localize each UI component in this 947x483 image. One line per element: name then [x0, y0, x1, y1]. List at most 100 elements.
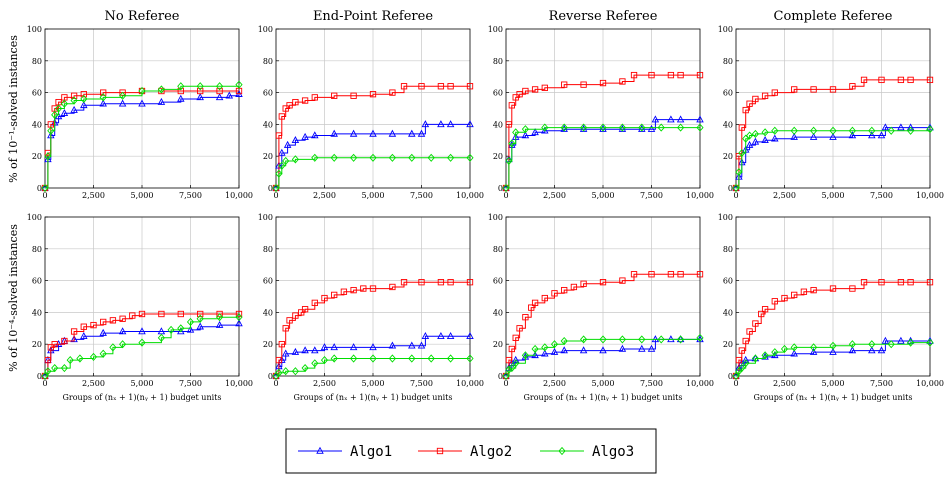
data-point-algo3	[196, 82, 204, 91]
data-point-algo3	[47, 126, 55, 135]
data-point-algo2	[505, 121, 513, 128]
legend-box	[285, 428, 657, 474]
data-point-algo2	[771, 89, 778, 96]
x-tick-label: 7,500	[410, 191, 433, 200]
data-point-algo3	[771, 348, 779, 357]
x-tick-label: 10,000	[916, 379, 944, 388]
x-tick-label: 2,500	[543, 191, 566, 200]
data-point-algo1	[651, 115, 660, 123]
y-tick-label: 100	[27, 213, 42, 222]
data-point-algo2	[752, 320, 759, 327]
data-point-algo3	[512, 359, 520, 368]
x-tick-label: 0	[503, 379, 508, 388]
data-point-algo1	[301, 346, 309, 354]
legend-label-algo2: Algo2	[470, 444, 512, 460]
x-tick-label: 5,000	[592, 191, 615, 200]
data-point-algo3	[291, 155, 300, 164]
data-point-algo3	[138, 338, 146, 347]
data-point-algo2	[878, 279, 885, 286]
data-point-algo3	[676, 335, 685, 344]
data-point-algo1	[809, 347, 818, 355]
data-point-algo3	[118, 91, 127, 100]
data-point-algo2	[129, 312, 136, 319]
series-line-algo1	[45, 94, 240, 189]
data-point-algo1	[281, 349, 290, 357]
y-tick-label: 0	[37, 372, 42, 381]
data-point-algo3	[696, 333, 704, 342]
data-point-algo2	[619, 78, 626, 85]
data-point-algo2	[648, 271, 655, 278]
x-tick-label: 2,500	[82, 379, 105, 388]
data-point-algo1	[408, 129, 416, 137]
data-point-algo3	[829, 126, 837, 135]
y-tick-label: 80	[32, 57, 42, 66]
x-tick-label: 2,500	[773, 191, 796, 200]
data-point-algo2	[516, 91, 523, 98]
data-point-algo3	[80, 94, 88, 104]
data-point-algo2	[505, 356, 513, 364]
data-point-algo3	[848, 126, 857, 135]
panels: 0 2,500 5,000 7,500 10,000 0 20 40 60 80 100 No Ref…	[27, 9, 944, 402]
data-point-algo2	[849, 83, 856, 90]
x-tick-label: 5,000	[822, 191, 845, 200]
data-point-algo2	[580, 81, 587, 88]
data-point-algo3	[177, 82, 185, 91]
data-point-algo1	[618, 344, 627, 352]
data-point-algo1	[446, 331, 455, 339]
data-point-algo2	[771, 298, 778, 305]
data-point-algo1	[881, 123, 890, 131]
chart-panel-5: 0 2,500 5,000 7,500 10,000 0 20 40 60 80 100 Groups…	[27, 213, 253, 402]
data-point-algo3	[761, 351, 769, 360]
data-point-algo2	[340, 288, 348, 295]
data-point-algo2	[630, 71, 638, 79]
x-tick-label: 7,500	[870, 379, 893, 388]
data-point-algo1	[421, 331, 430, 339]
data-point-algo3	[618, 123, 627, 132]
data-point-algo2	[599, 279, 607, 286]
x-tick-label: 10,000	[686, 191, 714, 200]
y-tick-label: 80	[32, 245, 42, 254]
data-point-algo2	[667, 71, 675, 79]
data-point-algo3	[44, 152, 52, 161]
data-point-algo2	[528, 304, 535, 311]
data-point-algo1	[196, 322, 204, 330]
data-point-algo1	[311, 346, 319, 354]
data-point-algo1	[417, 341, 426, 349]
data-point-algo3	[301, 363, 309, 373]
data-point-algo3	[215, 82, 224, 91]
x-tick-label: 10,000	[686, 379, 714, 388]
legend-marker-algo1	[316, 446, 324, 454]
data-point-algo1	[531, 128, 539, 136]
data-point-algo3	[657, 335, 665, 344]
data-point-algo2	[235, 310, 243, 318]
legend-marker-algo2	[436, 447, 444, 455]
data-point-algo2	[860, 279, 868, 286]
x-axis-label: Groups of (nₓ + 1)(nᵧ + 1) budget units	[524, 393, 683, 402]
data-point-algo2	[508, 102, 515, 109]
data-point-algo2	[761, 92, 769, 99]
data-point-algo1	[790, 132, 798, 140]
data-point-algo1	[80, 331, 88, 339]
data-point-algo1	[809, 132, 818, 140]
data-point-algo1	[118, 327, 127, 335]
x-tick-label: 5,000	[362, 379, 385, 388]
data-point-algo2	[897, 279, 905, 286]
data-point-algo2	[677, 71, 684, 79]
x-tick-label: 5,000	[131, 379, 154, 388]
y-tick-label: 20	[493, 340, 503, 349]
data-point-algo3	[521, 125, 530, 134]
data-point-algo3	[278, 161, 286, 170]
data-point-algo1	[177, 327, 185, 335]
x-tick-label: 0	[273, 379, 278, 388]
data-point-algo2	[508, 345, 515, 353]
data-point-algo1	[848, 131, 857, 139]
data-point-algo1	[771, 134, 779, 142]
series-line-algo2	[506, 273, 700, 377]
data-point-algo3	[508, 139, 516, 148]
data-point-algo2	[791, 86, 798, 93]
data-point-algo3	[369, 153, 377, 162]
data-point-algo2	[738, 347, 745, 354]
x-tick-label: 0	[42, 379, 47, 388]
data-point-algo1	[291, 136, 300, 144]
